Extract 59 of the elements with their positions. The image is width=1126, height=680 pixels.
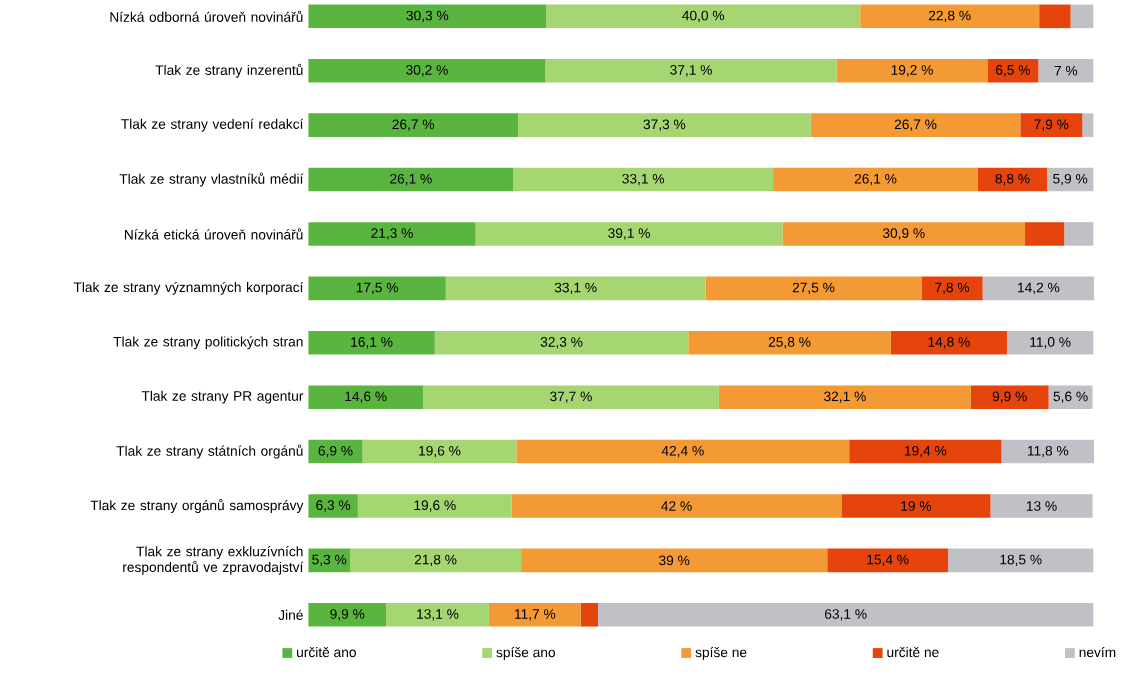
- bar: [970, 385, 1049, 410]
- bar: [350, 548, 522, 573]
- bar: [948, 548, 1094, 573]
- bar: [598, 603, 1094, 627]
- bar: [434, 331, 689, 355]
- bar: [782, 222, 1026, 246]
- bar: [308, 4, 547, 29]
- bar: [308, 331, 435, 355]
- bar: [308, 439, 363, 464]
- bar: [1025, 222, 1065, 246]
- bar: [386, 603, 489, 627]
- bar: [580, 603, 599, 627]
- bar: [308, 603, 387, 627]
- bar: [921, 276, 983, 301]
- bar: [1001, 439, 1095, 464]
- bar: [718, 385, 971, 410]
- bar: [688, 331, 891, 355]
- bar: [516, 439, 850, 464]
- bar: [362, 439, 517, 464]
- bar: [827, 548, 949, 573]
- bar: [308, 494, 358, 518]
- bar: [488, 603, 581, 627]
- bar: [705, 276, 922, 301]
- bar: [836, 59, 988, 83]
- bar: [1064, 222, 1094, 246]
- bar: [849, 439, 1002, 464]
- bar: [1038, 59, 1094, 83]
- bar: [860, 4, 1040, 29]
- bar: [423, 385, 719, 410]
- bar: [990, 494, 1093, 518]
- bar: [308, 59, 546, 83]
- bar: [357, 494, 512, 518]
- bar: [841, 494, 991, 518]
- bar: [308, 167, 514, 192]
- bar: [1048, 385, 1093, 410]
- bar: [810, 113, 1021, 138]
- bar: [511, 494, 842, 518]
- bar: [513, 167, 774, 192]
- bar: [475, 222, 783, 246]
- bar: [1070, 4, 1094, 29]
- bar: [308, 113, 518, 138]
- bar: [308, 385, 424, 410]
- bar: [545, 59, 837, 83]
- bar: [1020, 113, 1083, 138]
- bar: [521, 548, 828, 573]
- bar: [1006, 331, 1094, 355]
- bar: [308, 548, 351, 573]
- bar: [546, 4, 861, 29]
- bar: [1039, 4, 1071, 29]
- bar: [890, 331, 1007, 355]
- bar: [517, 113, 811, 138]
- bar: [308, 222, 476, 246]
- bar: [1082, 113, 1094, 138]
- bar: [308, 276, 446, 301]
- bar: [445, 276, 706, 301]
- bar: [987, 59, 1039, 83]
- bar: [773, 167, 978, 192]
- bar: [982, 276, 1095, 301]
- bar: [977, 167, 1048, 192]
